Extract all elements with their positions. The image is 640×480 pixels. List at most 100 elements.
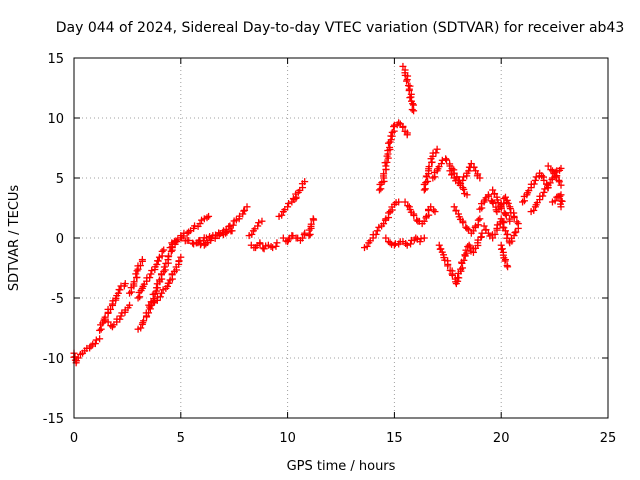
data-point <box>116 315 124 323</box>
data-point <box>431 208 439 216</box>
data-point <box>382 234 390 242</box>
data-point <box>158 247 166 255</box>
data-point <box>510 214 518 222</box>
data-point <box>301 229 309 237</box>
data-point <box>147 270 155 278</box>
data-point <box>428 158 436 166</box>
data-point <box>454 274 462 282</box>
data-point <box>556 192 564 200</box>
data-point <box>541 185 549 193</box>
data-point <box>134 294 142 302</box>
data-point <box>228 227 236 235</box>
data-point <box>460 185 468 193</box>
data-point <box>395 198 403 206</box>
data-point <box>399 123 407 131</box>
data-point <box>478 229 486 237</box>
x-axis: 0 5 10 15 20 25 <box>70 58 616 446</box>
data-point <box>410 211 418 219</box>
data-point <box>532 173 540 181</box>
data-point <box>460 256 468 264</box>
data-point <box>309 215 317 223</box>
data-point <box>284 203 292 211</box>
data-point <box>243 203 251 211</box>
data-point <box>152 284 160 292</box>
y-tick-label: -10 <box>43 352 64 367</box>
y-tick-label: -15 <box>43 412 64 427</box>
data-point <box>115 286 123 294</box>
data-point <box>377 185 385 193</box>
data-point <box>380 170 388 178</box>
data-point <box>255 219 263 227</box>
data-point <box>500 224 508 232</box>
data-point <box>383 158 391 166</box>
x-tick-label: 5 <box>177 431 185 446</box>
data-point <box>405 87 413 95</box>
data-point <box>130 278 138 286</box>
data-point <box>285 199 293 207</box>
data-point <box>386 239 394 247</box>
data-point <box>465 167 473 175</box>
data-point <box>476 174 484 182</box>
data-point <box>126 301 134 309</box>
data-point <box>403 131 411 139</box>
data-point <box>530 206 538 214</box>
data-point <box>133 267 141 275</box>
data-point <box>104 318 112 326</box>
data-point <box>504 263 512 271</box>
data-point <box>385 209 393 217</box>
data-point <box>163 282 171 290</box>
data-point <box>491 230 499 238</box>
data-point <box>540 176 548 184</box>
y-tick-label: 5 <box>56 172 64 187</box>
data-point <box>463 224 471 232</box>
data-point <box>540 188 548 196</box>
y-tick-label: 0 <box>56 232 64 247</box>
data-point <box>241 206 249 214</box>
data-point <box>154 257 162 265</box>
data-point <box>136 262 144 270</box>
data-point <box>501 257 509 265</box>
data-point <box>406 94 414 102</box>
data-point <box>385 139 393 147</box>
data-point <box>74 354 82 362</box>
data-point <box>467 160 475 168</box>
data-point <box>160 246 168 254</box>
data-point <box>114 289 122 297</box>
chart-grid <box>74 58 608 418</box>
data-point <box>175 257 183 265</box>
data-point <box>373 227 381 235</box>
x-tick-label: 25 <box>600 431 617 446</box>
data-point <box>107 305 115 313</box>
data-point <box>430 206 438 214</box>
data-point <box>424 177 432 185</box>
x-axis-label: GPS time / hours <box>287 459 396 474</box>
data-point <box>476 215 484 223</box>
data-point <box>149 299 157 307</box>
data-point <box>363 242 371 250</box>
data-point <box>226 222 234 230</box>
data-point <box>425 163 433 171</box>
data-point <box>205 212 213 220</box>
data-point <box>185 237 193 245</box>
chart-title: Day 044 of 2024, Sidereal Day-to-day VTE… <box>56 20 625 36</box>
data-point <box>420 234 428 242</box>
data-point <box>553 193 561 201</box>
data-point <box>501 227 509 235</box>
data-point <box>512 228 520 236</box>
data-point <box>489 199 497 207</box>
data-point <box>539 192 547 200</box>
data-point <box>132 270 140 278</box>
y-axis-label: SDTVAR / TECUs <box>7 185 22 292</box>
data-point <box>372 230 380 238</box>
plot-frame <box>73 57 609 419</box>
data-point <box>158 289 166 297</box>
data-point <box>408 106 416 114</box>
data-point <box>497 204 505 212</box>
data-point <box>146 274 154 282</box>
data-point <box>177 253 185 261</box>
x-tick-label: 20 <box>493 431 510 446</box>
y-tick-label: 10 <box>47 112 64 127</box>
data-point <box>301 178 309 186</box>
data-point <box>203 214 211 222</box>
